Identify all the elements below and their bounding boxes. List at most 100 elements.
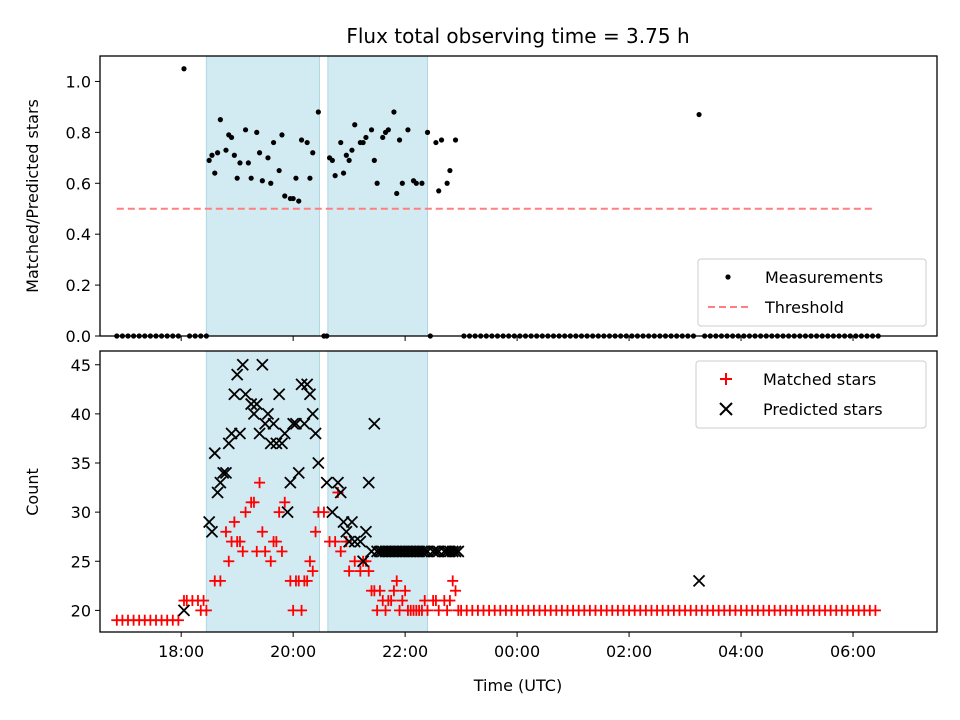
bottom-x-tick-label: 04:00	[718, 642, 764, 661]
predicted-star-marker	[359, 525, 373, 538]
bottom-y-tick-label: 40	[71, 405, 91, 424]
bottom-legend: Matched stars Predicted stars	[695, 360, 927, 429]
measurement-point	[374, 180, 380, 186]
matched-star-marker	[237, 545, 249, 557]
predicted-star-marker	[446, 545, 459, 558]
predicted-star-marker	[340, 525, 353, 538]
legend-matched-marker	[720, 373, 732, 385]
top-y-tick-label: 1.0	[66, 72, 91, 91]
top-y-tick-label: 0.2	[66, 276, 91, 295]
matched-star-marker	[318, 506, 330, 518]
matched-star-points	[111, 477, 881, 626]
measurement-point	[413, 180, 419, 186]
measurement-point	[360, 139, 366, 146]
measurement-point	[436, 188, 442, 194]
predicted-star-marker	[273, 388, 286, 401]
measurement-point	[352, 122, 358, 128]
measurement-point	[223, 147, 229, 153]
predicted-star-marker	[301, 378, 314, 391]
matched-star-marker	[422, 604, 434, 616]
measurement-point	[444, 180, 450, 186]
measurement-point	[206, 157, 212, 163]
predicted-star-marker	[306, 407, 319, 421]
predicted-star-marker	[247, 407, 261, 421]
predicted-star-marker	[334, 486, 347, 499]
measurement-point	[248, 175, 254, 181]
measurement-point	[363, 134, 369, 141]
matched-star-marker	[343, 565, 355, 577]
matched-star-marker	[256, 526, 268, 538]
predicted-star-marker	[298, 417, 311, 430]
measurement-point	[452, 137, 459, 143]
matched-star-marker	[329, 536, 341, 548]
matched-star-marker	[172, 614, 184, 626]
predicted-star-marker	[228, 388, 241, 401]
top-legend-box	[697, 258, 927, 327]
bottom-x-tick-label: 02:00	[606, 642, 652, 661]
matched-star-marker	[869, 604, 881, 616]
measurement-point	[256, 150, 263, 156]
bottom-y-axis-label: Count	[23, 468, 42, 516]
predicted-star-marker	[415, 545, 429, 558]
predicted-star-marker	[348, 535, 361, 548]
predicted-star-marker	[205, 525, 219, 538]
predicted-star-marker	[256, 358, 269, 371]
predicted-star-marker	[222, 437, 235, 450]
measurement-point	[346, 157, 352, 163]
measurement-point	[217, 117, 223, 123]
matched-star-marker	[214, 575, 226, 587]
predicted-star-marker	[287, 417, 300, 430]
measurement-point	[391, 109, 397, 115]
matched-star-marker	[259, 545, 271, 557]
matched-star-marker	[450, 585, 462, 597]
measurement-point	[438, 137, 445, 143]
bottom-panel: 20 25 30 35 40 45 18:00 20:00 22:00 00:00 02:00 04…	[23, 350, 938, 695]
predicted-star-marker	[219, 466, 233, 479]
predicted-star-marker	[326, 505, 339, 519]
predicted-star-marker	[368, 417, 381, 430]
predicted-star-marker	[357, 555, 370, 568]
matched-star-marker	[363, 565, 375, 577]
predicted-star-marker	[284, 476, 297, 489]
matched-star-marker	[388, 585, 400, 597]
predicted-star-marker	[278, 427, 291, 440]
predicted-star-marker	[231, 368, 244, 381]
predicted-star-points	[177, 358, 706, 617]
matched-star-marker	[441, 604, 453, 616]
bottom-y-tick-label: 30	[71, 503, 91, 522]
top-legend: Measurements Threshold	[697, 258, 927, 327]
measurement-point	[268, 180, 274, 186]
predicted-star-marker	[177, 604, 191, 617]
bottom-x-tick-label: 18:00	[158, 642, 204, 661]
predicted-star-marker	[267, 417, 280, 430]
predicted-star-marker	[452, 545, 465, 558]
measurement-point	[237, 160, 243, 166]
matched-star-marker	[296, 604, 308, 616]
predicted-star-marker	[449, 545, 462, 558]
measurement-point	[276, 167, 282, 174]
bottom-x-tick-label: 22:00	[382, 642, 428, 661]
matched-star-marker	[310, 526, 322, 538]
matched-star-marker	[385, 595, 397, 607]
bottom-x-tick-label: 20:00	[270, 642, 316, 661]
predicted-star-marker	[309, 427, 322, 440]
predicted-star-marker	[426, 545, 440, 558]
matched-star-marker	[223, 555, 235, 567]
predicted-star-marker	[354, 535, 367, 548]
predicted-star-marker	[239, 388, 252, 401]
measurement-point	[332, 173, 338, 179]
bottom-shaded-intervals	[205, 350, 429, 633]
matched-star-marker	[254, 477, 266, 489]
measurement-point	[181, 66, 187, 72]
measurement-point	[419, 180, 425, 186]
predicted-star-marker	[270, 437, 283, 450]
measurement-point	[371, 157, 377, 163]
measurement-point	[696, 111, 702, 118]
bottom-y-tick-label: 45	[71, 356, 91, 375]
predicted-star-marker	[692, 574, 706, 588]
matched-star-marker	[444, 595, 456, 607]
measurement-point	[279, 132, 285, 138]
matched-star-marker	[198, 595, 210, 607]
matched-star-marker	[335, 545, 347, 557]
matched-star-marker	[234, 536, 246, 548]
